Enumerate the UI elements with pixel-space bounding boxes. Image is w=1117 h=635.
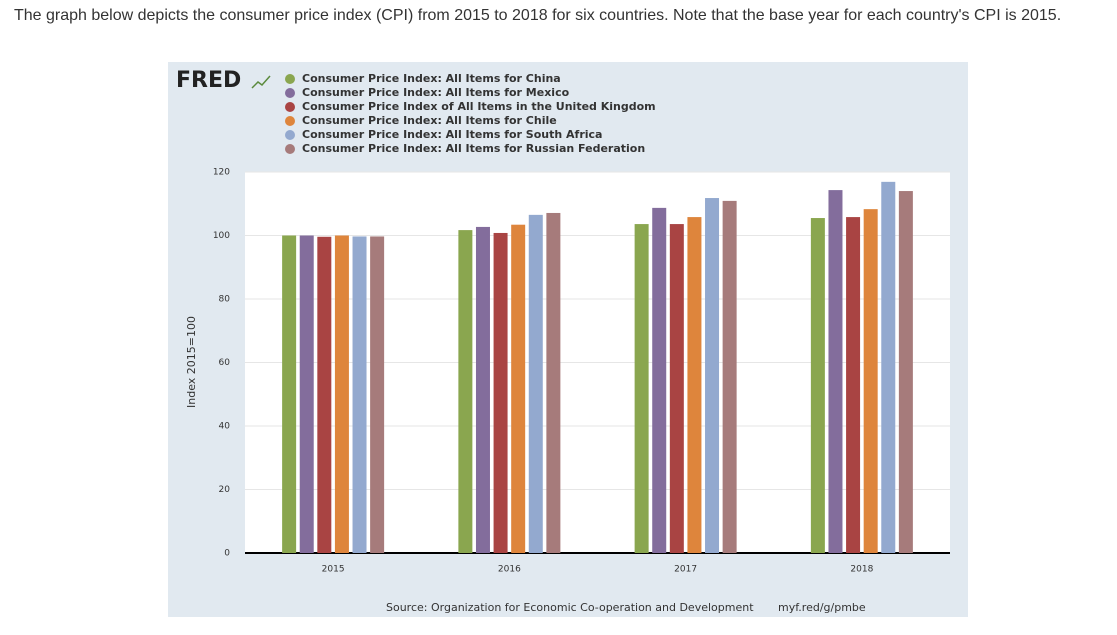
legend-label: Consumer Price Index of All Items in the… [302, 100, 656, 113]
bar [370, 236, 385, 553]
bar [881, 181, 896, 553]
legend-label: Consumer Price Index: All Items for Chil… [302, 114, 557, 127]
x-tick-label: 2016 [498, 565, 521, 575]
bar [634, 224, 649, 553]
bar [475, 226, 490, 554]
legend-marker [285, 102, 295, 112]
bar [282, 235, 297, 553]
bar [511, 224, 526, 553]
bar [810, 218, 825, 553]
bar [493, 232, 508, 553]
legend-label: Consumer Price Index: All Items for Mexi… [302, 86, 570, 99]
bar [458, 230, 473, 554]
y-tick-label: 120 [213, 168, 230, 178]
logo-icon [251, 75, 271, 89]
x-tick-label: 2017 [674, 565, 697, 575]
bar [352, 236, 367, 553]
bar [898, 191, 913, 554]
legend-label: Consumer Price Index: All Items for Chin… [302, 72, 561, 85]
source: Source: Organization for Economic Co-ope… [386, 601, 754, 614]
intro-text: The graph below depicts the consumer pri… [14, 7, 1062, 24]
legend-label: Consumer Price Index: All Items for Russ… [302, 142, 645, 155]
y-axis-label: Index 2015=100 [185, 316, 198, 408]
y-tick-label: 100 [213, 231, 230, 241]
bar [828, 190, 843, 553]
legend-marker [285, 116, 295, 126]
bar [669, 224, 684, 553]
logo: FRED [176, 68, 241, 93]
bar [652, 207, 667, 553]
y-tick-label: 20 [219, 485, 231, 495]
bar [863, 209, 878, 553]
bar [722, 200, 737, 553]
legend-marker [285, 130, 295, 140]
x-tick-label: 2015 [322, 565, 345, 575]
y-tick-label: 80 [219, 295, 231, 305]
x-tick-label: 2018 [850, 565, 873, 575]
y-tick-label: 40 [219, 422, 231, 432]
bar [687, 217, 702, 553]
bar [546, 212, 561, 553]
bar [299, 235, 314, 553]
bar [528, 214, 543, 554]
y-tick-label: 0 [224, 549, 230, 559]
y-tick-label: 60 [219, 358, 231, 368]
legend-label: Consumer Price Index: All Items for Sout… [302, 128, 602, 141]
legend-marker [285, 88, 295, 98]
bar [846, 217, 861, 553]
legend-marker [285, 144, 295, 154]
bar [705, 198, 720, 553]
short-url[interactable]: myf.red/g/pmbe [778, 601, 866, 614]
legend-marker [285, 74, 295, 84]
bar [334, 235, 349, 553]
bar [317, 236, 332, 553]
